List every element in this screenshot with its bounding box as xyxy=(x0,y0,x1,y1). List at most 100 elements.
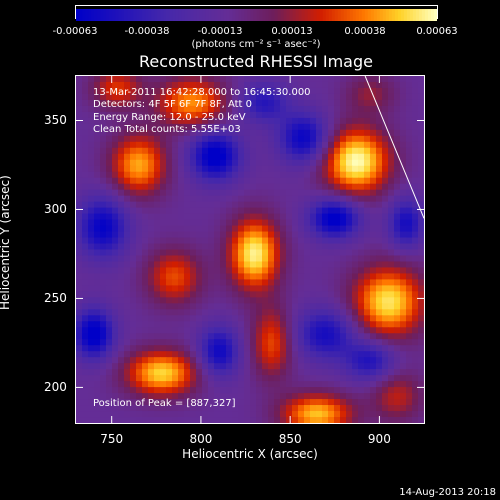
heatmap-cell xyxy=(340,303,347,310)
heatmap-cell xyxy=(394,171,401,179)
heatmap-cell xyxy=(346,225,353,233)
colorbar-cell xyxy=(391,9,396,21)
heatmap-cell xyxy=(412,225,419,233)
heatmap-cell xyxy=(190,291,197,298)
heatmap-cell xyxy=(382,201,389,209)
heatmap-cell xyxy=(88,315,95,322)
heatmap-cell xyxy=(118,357,125,364)
colorbar-cell xyxy=(178,9,182,21)
heatmap-cell xyxy=(280,279,287,286)
heatmap-cell xyxy=(358,333,365,340)
heatmap-cell xyxy=(196,321,203,328)
heatmap-cell xyxy=(160,219,167,227)
heatmap-cell xyxy=(142,327,149,334)
heatmap-cell xyxy=(340,111,347,119)
heatmap-cell xyxy=(280,225,287,233)
heatmap-cell xyxy=(232,387,239,394)
heatmap-cell xyxy=(94,279,101,286)
heatmap-cell xyxy=(292,129,299,137)
heatmap-cell xyxy=(112,111,119,119)
heatmap-cell xyxy=(100,105,107,113)
heatmap-cell xyxy=(262,369,269,376)
heatmap-cell xyxy=(220,261,227,269)
heatmap-cell xyxy=(328,171,335,179)
heatmap-cell xyxy=(304,399,311,406)
heatmap-cell xyxy=(382,177,389,185)
heatmap-cell xyxy=(388,219,395,227)
heatmap-cell xyxy=(166,375,173,382)
heatmap-cell xyxy=(298,225,305,233)
heatmap-cell xyxy=(364,327,371,334)
heatmap-cell xyxy=(352,351,359,358)
heatmap-cell xyxy=(400,93,407,101)
heatmap-cell xyxy=(136,297,143,304)
heatmap-cell xyxy=(226,207,233,215)
heatmap-cell xyxy=(262,201,269,209)
heatmap-cell xyxy=(136,273,143,281)
heatmap-cell xyxy=(298,123,305,131)
heatmap-cell xyxy=(118,105,125,113)
heatmap-cell xyxy=(178,213,185,221)
heatmap-cell xyxy=(316,357,323,364)
heatmap-cell xyxy=(106,237,113,245)
heatmap-cell xyxy=(148,333,155,340)
heatmap-cell xyxy=(352,105,359,113)
heatmap-cell xyxy=(214,99,221,107)
heatmap-cell xyxy=(364,207,371,215)
heatmap-cell xyxy=(334,255,341,263)
heatmap-cell xyxy=(166,195,173,203)
heatmap-cell xyxy=(316,207,323,215)
heatmap-cell xyxy=(406,357,413,364)
heatmap-cell xyxy=(76,231,83,239)
heatmap-cell xyxy=(94,369,101,376)
heatmap-cell xyxy=(148,393,155,400)
heatmap-cell xyxy=(400,201,407,209)
heatmap-cell xyxy=(328,339,335,346)
heatmap-cell xyxy=(310,237,317,245)
heatmap-cell xyxy=(136,207,143,215)
heatmap-cell xyxy=(334,261,341,269)
heatmap-cell xyxy=(268,111,275,119)
heatmap-cell xyxy=(172,87,179,95)
heatmap-cell xyxy=(298,417,305,423)
heatmap-cell xyxy=(346,411,353,418)
heatmap-cell xyxy=(244,315,251,322)
heatmap-cell xyxy=(160,207,167,215)
heatmap-cell xyxy=(148,267,155,275)
heatmap-cell xyxy=(130,141,137,149)
heatmap-cell xyxy=(412,207,419,215)
heatmap-cell xyxy=(172,357,179,364)
heatmap-cell xyxy=(418,411,424,418)
heatmap-cell xyxy=(112,351,119,358)
heatmap-cell xyxy=(142,183,149,191)
heatmap-cell xyxy=(238,99,245,107)
heatmap-cell xyxy=(184,291,191,298)
heatmap-cell xyxy=(178,147,185,155)
heatmap-cell xyxy=(298,339,305,346)
heatmap-cell xyxy=(100,387,107,394)
heatmap-cell xyxy=(82,207,89,215)
heatmap-cell xyxy=(382,87,389,95)
heatmap-cell xyxy=(346,345,353,352)
heatmap-cell xyxy=(280,147,287,155)
heatmap-cell xyxy=(196,363,203,370)
heatmap-cell xyxy=(94,255,101,263)
heatmap-cell xyxy=(130,357,137,364)
heatmap-cell xyxy=(304,333,311,340)
colorbar-tick: -0.00013 xyxy=(197,26,243,37)
heatmap-cell xyxy=(100,213,107,221)
heatmap-cell xyxy=(208,189,215,197)
heatmap-cell xyxy=(154,135,161,143)
heatmap-cell xyxy=(250,165,257,173)
heatmap-cell xyxy=(124,243,131,251)
heatmap-cell xyxy=(382,135,389,143)
heatmap-cell xyxy=(334,303,341,310)
heatmap-cell xyxy=(94,291,101,298)
heatmap-cell xyxy=(232,201,239,209)
heatmap-cell xyxy=(310,321,317,328)
heatmap-cell xyxy=(238,387,245,394)
heatmap-cell xyxy=(190,411,197,418)
heatmap-cell xyxy=(334,105,341,113)
heatmap-cell xyxy=(202,225,209,233)
heatmap-cell xyxy=(112,405,119,412)
